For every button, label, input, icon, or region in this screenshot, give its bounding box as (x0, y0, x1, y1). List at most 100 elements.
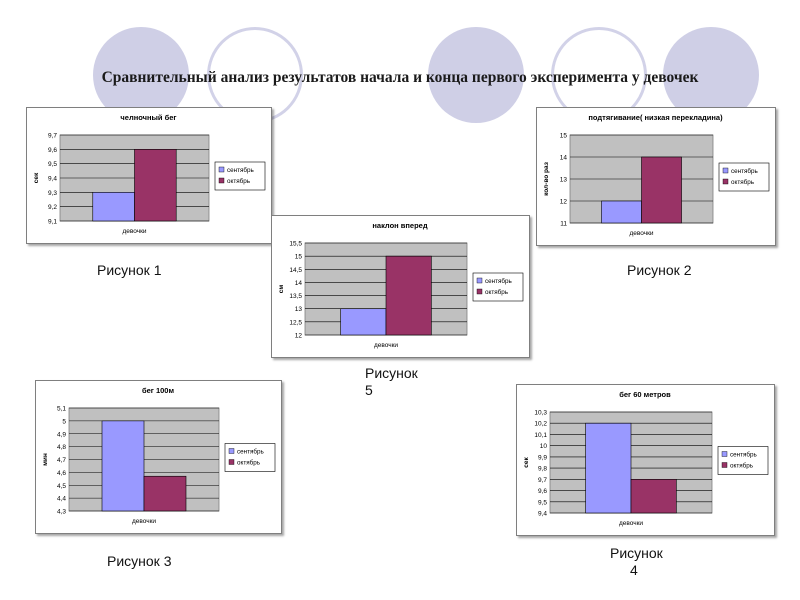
legend (224, 443, 276, 472)
y-tick-label: 4,6 (57, 470, 66, 477)
chart-svg: бег 60 метров 9,4 9,5 9,6 9,7 9,8 9,9 10 10,1 10,… (523, 390, 769, 527)
caption-figure-4: Рисунок 4 (610, 545, 663, 579)
chart-run-60m: бег 60 метров 9,4 9,5 9,6 9,7 9,8 9,9 10 10,1 10,… (516, 384, 775, 536)
y-tick-label: 13 (295, 306, 303, 313)
chart-svg: подтягивание( низкая перекладина) 11 12 13 1… (543, 113, 770, 237)
y-tick-label: 12,5 (289, 319, 302, 326)
chart-svg: наклон вперед 12 12,5 13 13,5 14 14,5 15 15,5 см д… (278, 221, 524, 349)
chart-title: наклон вперед (372, 221, 427, 230)
y-tick-label: 4,5 (57, 483, 66, 490)
legend-swatch (721, 462, 728, 468)
x-tick-label: девочки (132, 518, 156, 525)
legend-swatch (228, 448, 235, 454)
y-tick-label: 14 (295, 280, 303, 287)
x-tick-label: девочки (619, 520, 643, 527)
legend-label: сентябрь (237, 448, 265, 456)
y-axis-label: кол-во раз (543, 161, 550, 196)
y-axis-label: мин (42, 453, 49, 466)
chart-svg: бег 100м 4,3 4,4 4,5 4,6 4,7 4,8 4,9 5 5,1 мин дево… (42, 386, 276, 525)
y-tick-label: 15 (560, 133, 568, 140)
caption-figure-4-line1: Рисунок (610, 545, 663, 561)
y-tick-label: 9,2 (48, 204, 57, 211)
y-tick-label: 13,5 (289, 293, 302, 300)
y-tick-label: 10,2 (534, 421, 547, 428)
y-tick-label: 9,9 (538, 454, 547, 461)
chart-run-100m: бег 100м 4,3 4,4 4,5 4,6 4,7 4,8 4,9 5 5,1 мин дево… (35, 380, 282, 534)
legend-label: октябрь (227, 177, 251, 185)
legend-label: сентябрь (227, 166, 255, 174)
legend-label: октябрь (730, 462, 754, 470)
y-tick-label: 9,1 (48, 219, 57, 226)
y-tick-label: 4,7 (57, 457, 66, 464)
legend-swatch (476, 288, 483, 295)
y-tick-label: 12 (295, 333, 303, 340)
y-tick-label: 9,8 (538, 466, 547, 473)
legend-label: октябрь (237, 459, 261, 467)
bar-october (641, 156, 682, 224)
y-tick-label: 9,7 (48, 133, 57, 140)
legend (214, 161, 266, 191)
legend-swatch (218, 177, 225, 184)
y-tick-label: 5,1 (57, 406, 66, 413)
caption-figure-5-line2: 5 (365, 382, 373, 398)
chart-title: бег 60 метров (619, 390, 671, 399)
chart-title: подтягивание( низкая перекладина) (588, 113, 723, 122)
y-tick-label: 4,4 (57, 496, 66, 503)
y-tick-label: 10 (540, 443, 548, 450)
y-tick-label: 5 (62, 418, 66, 425)
y-tick-label: 4,8 (57, 444, 66, 451)
y-tick-label: 4,9 (57, 431, 66, 438)
legend-label: сентябрь (730, 451, 758, 459)
legend-swatch (476, 277, 483, 284)
legend (717, 446, 769, 475)
y-tick-label: 4,3 (57, 509, 66, 516)
y-tick-label: 9,6 (48, 147, 57, 154)
legend-label: сентябрь (731, 167, 759, 175)
y-tick-label: 9,3 (48, 190, 57, 197)
legend-label: октябрь (485, 288, 509, 296)
legend-label: сентябрь (485, 277, 513, 285)
y-tick-label: 12 (560, 199, 568, 206)
caption-figure-4-line2: 4 (630, 562, 638, 578)
y-tick-label: 9,4 (538, 511, 547, 518)
y-tick-label: 15,5 (289, 241, 302, 248)
caption-figure-1: Рисунок 1 (97, 262, 162, 278)
y-tick-label: 13 (560, 177, 568, 184)
y-tick-label: 10,1 (534, 432, 547, 439)
y-axis-label: см (278, 285, 285, 294)
chart-svg: челночный бег 9,1 9,2 9,3 9,4 9,5 9,6 9,7 сек дев… (33, 113, 266, 235)
decorative-circle (428, 27, 524, 123)
x-tick-label: девочки (629, 230, 653, 237)
y-tick-label: 10,3 (534, 410, 547, 417)
caption-figure-3: Рисунок 3 (107, 553, 172, 569)
caption-figure-2: Рисунок 2 (627, 262, 692, 278)
y-tick-label: 14 (560, 155, 568, 162)
legend-swatch (722, 167, 729, 174)
y-tick-label: 11 (560, 221, 567, 228)
legend-swatch (721, 451, 728, 457)
bar-september (585, 422, 632, 514)
chart-forward-bend: наклон вперед 12 12,5 13 13,5 14 14,5 15 15,5 см д… (271, 215, 530, 358)
y-tick-label: 15 (295, 254, 303, 261)
y-tick-label: 9,5 (538, 499, 547, 506)
y-tick-label: 9,7 (538, 477, 547, 484)
legend (718, 162, 770, 192)
chart-title: бег 100м (142, 386, 175, 395)
bar-october (143, 475, 187, 512)
bar-october (134, 149, 177, 222)
legend-swatch (722, 178, 729, 185)
chart-title: челночный бег (120, 113, 176, 122)
y-tick-label: 14,5 (289, 267, 302, 274)
bar-september (92, 192, 135, 222)
x-tick-label: девочки (374, 342, 398, 349)
legend (472, 272, 524, 302)
x-tick-label: девочки (122, 228, 146, 235)
bar-september (101, 420, 145, 512)
legend-swatch (228, 459, 235, 465)
y-tick-label: 9,6 (538, 488, 547, 495)
chart-pull-ups: подтягивание( низкая перекладина) 11 12 13 1… (536, 107, 776, 246)
caption-figure-5: Рисунок 5 (365, 365, 418, 399)
legend-swatch (218, 166, 225, 173)
bar-september (340, 308, 387, 336)
y-tick-label: 9,5 (48, 161, 57, 168)
